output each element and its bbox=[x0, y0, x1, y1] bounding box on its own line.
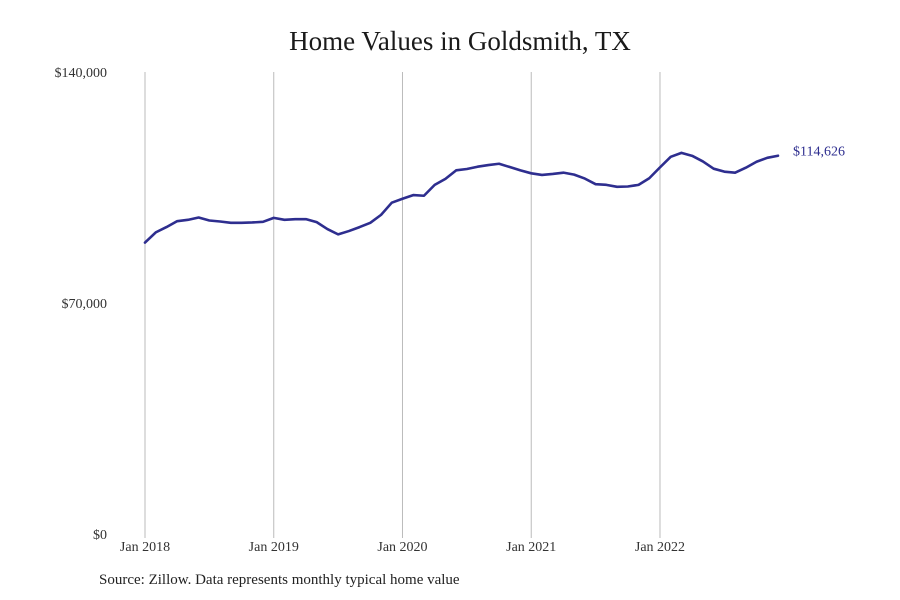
chart-title: Home Values in Goldsmith, TX bbox=[289, 26, 631, 56]
x-tick-label: Jan 2022 bbox=[635, 540, 685, 555]
y-axis-tick-labels: $0 $70,000 $140,000 bbox=[55, 66, 108, 543]
x-gridlines bbox=[144, 72, 661, 538]
y-tick-label: $70,000 bbox=[62, 297, 108, 312]
series-line bbox=[143, 151, 780, 244]
y-tick-label: $0 bbox=[93, 528, 107, 543]
x-tick-label: Jan 2021 bbox=[506, 540, 556, 555]
end-value-label: $114,626 bbox=[793, 145, 845, 160]
series-layer bbox=[143, 151, 780, 244]
x-axis-tick-labels: Jan 2018 Jan 2019 Jan 2020 Jan 2021 Jan 2022 bbox=[120, 540, 685, 555]
source-note: Source: Zillow. Data represents monthly … bbox=[99, 572, 460, 588]
x-tick-label: Jan 2020 bbox=[377, 540, 427, 555]
x-tick-label: Jan 2018 bbox=[120, 540, 170, 555]
y-tick-label: $140,000 bbox=[55, 66, 108, 81]
x-tick-label: Jan 2019 bbox=[249, 540, 299, 555]
